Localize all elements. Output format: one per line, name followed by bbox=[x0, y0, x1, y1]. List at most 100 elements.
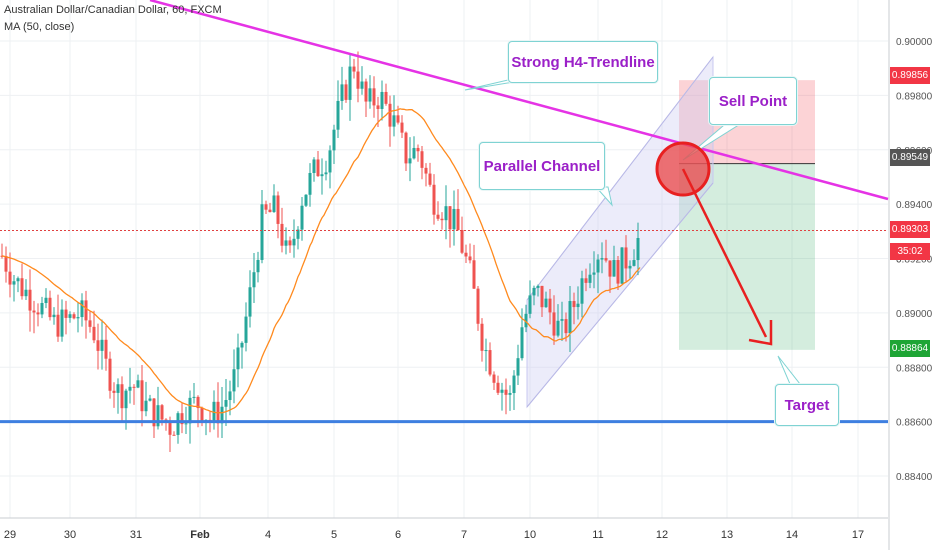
candle-body bbox=[212, 401, 216, 421]
candle-body bbox=[556, 320, 560, 336]
candle-body bbox=[524, 313, 528, 328]
candle-body bbox=[196, 396, 200, 409]
candle-body bbox=[12, 281, 16, 285]
candle-body bbox=[544, 298, 548, 308]
candle-body bbox=[16, 278, 20, 282]
candle-body bbox=[356, 71, 360, 89]
candle-body bbox=[128, 386, 132, 391]
x-tick-label: 17 bbox=[852, 529, 864, 541]
candle-body bbox=[120, 384, 124, 409]
candle-body bbox=[40, 303, 44, 315]
x-tick-label: 5 bbox=[331, 529, 337, 541]
candle-body bbox=[316, 159, 320, 177]
y-tick-label: 0.89400 bbox=[896, 200, 932, 211]
candle-body bbox=[528, 295, 532, 314]
candle-body bbox=[636, 238, 640, 261]
entry-price-label: 0.89549 bbox=[890, 149, 930, 166]
symbol-title: Australian Dollar/Canadian Dollar, 60, F… bbox=[4, 4, 222, 16]
candle-body bbox=[296, 229, 300, 239]
candle-body bbox=[604, 258, 608, 261]
candle-body bbox=[52, 314, 56, 318]
candle-body bbox=[80, 300, 84, 318]
candle-body bbox=[412, 147, 416, 159]
candle-body bbox=[520, 327, 524, 359]
candle-body bbox=[376, 105, 380, 109]
candle-body bbox=[240, 342, 244, 348]
y-tick-label: 0.90000 bbox=[896, 37, 932, 48]
candle-body bbox=[288, 240, 292, 246]
candle-body bbox=[424, 167, 428, 174]
stop-price-label: 0.89856 bbox=[890, 67, 930, 84]
candle-body bbox=[408, 158, 412, 164]
target-price-label: 0.88864 bbox=[890, 340, 930, 357]
candle-body bbox=[628, 265, 632, 269]
candles bbox=[0, 51, 640, 452]
candle-body bbox=[532, 287, 536, 296]
target-arrow bbox=[681, 168, 768, 338]
candle-body bbox=[20, 278, 24, 297]
candle-body bbox=[272, 195, 276, 213]
y-tick-label: 0.88600 bbox=[896, 418, 932, 429]
candle-body bbox=[160, 405, 164, 420]
candle-body bbox=[236, 347, 240, 370]
candle-body bbox=[388, 103, 392, 127]
candle-body bbox=[600, 258, 604, 260]
candle-body bbox=[292, 238, 296, 246]
x-tick-label: 6 bbox=[395, 529, 401, 541]
candle-body bbox=[620, 247, 624, 284]
candle-body bbox=[372, 88, 376, 106]
candle-body bbox=[136, 380, 140, 388]
candle-body bbox=[404, 132, 408, 164]
x-tick-label: 14 bbox=[786, 529, 798, 541]
candle-body bbox=[564, 319, 568, 334]
candle-body bbox=[392, 115, 396, 127]
profit-zone bbox=[679, 163, 815, 350]
channel-upper bbox=[526, 56, 714, 301]
candle-body bbox=[172, 434, 176, 436]
candle-body bbox=[584, 278, 588, 283]
candle-body bbox=[588, 274, 592, 283]
candle-body bbox=[132, 386, 136, 388]
candle-body bbox=[500, 389, 504, 393]
time-axis: 29 30 31 Feb 4 5 6 7 10 11 12 13 14 17 bbox=[0, 517, 888, 541]
candle-body bbox=[480, 323, 484, 351]
candle-body bbox=[460, 230, 464, 253]
candle-body bbox=[156, 405, 160, 427]
x-tick-label: 12 bbox=[656, 529, 668, 541]
candle-body bbox=[428, 173, 432, 185]
candle-body bbox=[304, 194, 308, 206]
candle-body bbox=[48, 297, 52, 318]
candle-body bbox=[92, 326, 96, 341]
candle-body bbox=[260, 204, 264, 260]
candle-body bbox=[184, 423, 188, 425]
x-tick-label: 4 bbox=[265, 529, 271, 541]
candle-body bbox=[596, 259, 600, 273]
candle-body bbox=[572, 301, 576, 308]
x-tick-label: 10 bbox=[524, 529, 536, 541]
candle-body bbox=[436, 214, 440, 219]
candle-body bbox=[116, 384, 120, 393]
x-tick-label: 11 bbox=[592, 529, 603, 541]
candle-body bbox=[320, 174, 324, 177]
candle-body bbox=[84, 300, 88, 321]
candle-body bbox=[264, 204, 268, 210]
candle-body bbox=[308, 172, 312, 195]
candle-body bbox=[8, 271, 12, 285]
candle-body bbox=[232, 369, 236, 392]
candle-body bbox=[192, 396, 196, 398]
candle-body bbox=[68, 314, 72, 318]
candle-body bbox=[476, 288, 480, 324]
y-tick-label: 0.89200 bbox=[896, 255, 932, 266]
channel-callout: Parallel Channel bbox=[479, 142, 605, 190]
indicator-label: MA (50, close) bbox=[4, 21, 75, 33]
candle-body bbox=[464, 252, 468, 257]
candle-body bbox=[252, 272, 256, 288]
candle-body bbox=[488, 350, 492, 375]
candle-body bbox=[440, 218, 444, 221]
candle-body bbox=[312, 159, 316, 173]
candle-body bbox=[608, 260, 612, 277]
y-tick-label: 0.89800 bbox=[896, 91, 932, 102]
candle-body bbox=[448, 206, 452, 230]
candle-body bbox=[60, 309, 64, 337]
